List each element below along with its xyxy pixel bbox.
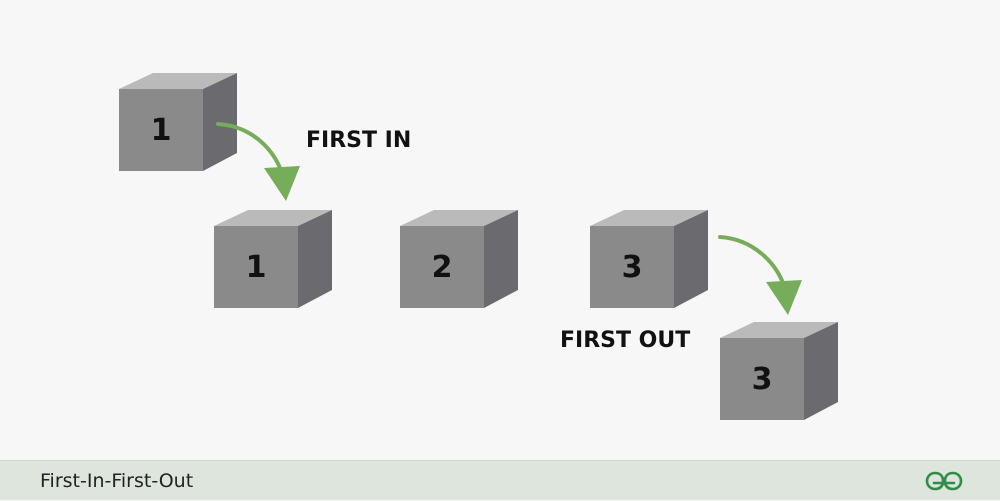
arrows-layer — [216, 122, 802, 315]
cube-shape — [214, 210, 332, 308]
fifo-diagram: 1 1 2 3 3 — [119, 73, 838, 420]
cube-shape — [400, 210, 518, 308]
first-in-arrow — [216, 122, 300, 201]
queue-box-3: 3 — [590, 210, 708, 308]
box-number: 2 — [431, 249, 453, 285]
queue-box-1: 1 — [214, 210, 332, 308]
first-out-arrow — [718, 235, 802, 315]
box-number: 1 — [150, 112, 172, 148]
queue-box-2: 2 — [400, 210, 518, 308]
cube-shape — [590, 210, 708, 308]
first-in-label: FIRST IN — [306, 128, 412, 153]
gfg-logo-icon — [925, 471, 963, 491]
cube-shape — [119, 73, 237, 171]
footer-bar: First-In-First-Out — [0, 460, 1000, 500]
box-output-3: 3 — [720, 322, 838, 420]
box-source-1: 1 — [119, 73, 237, 171]
cube-shape — [720, 322, 838, 420]
box-number: 3 — [621, 249, 643, 285]
box-number: 1 — [245, 249, 267, 285]
footer-title: First-In-First-Out — [40, 470, 194, 492]
box-number: 3 — [751, 361, 773, 397]
first-out-label: FIRST OUT — [560, 328, 691, 353]
